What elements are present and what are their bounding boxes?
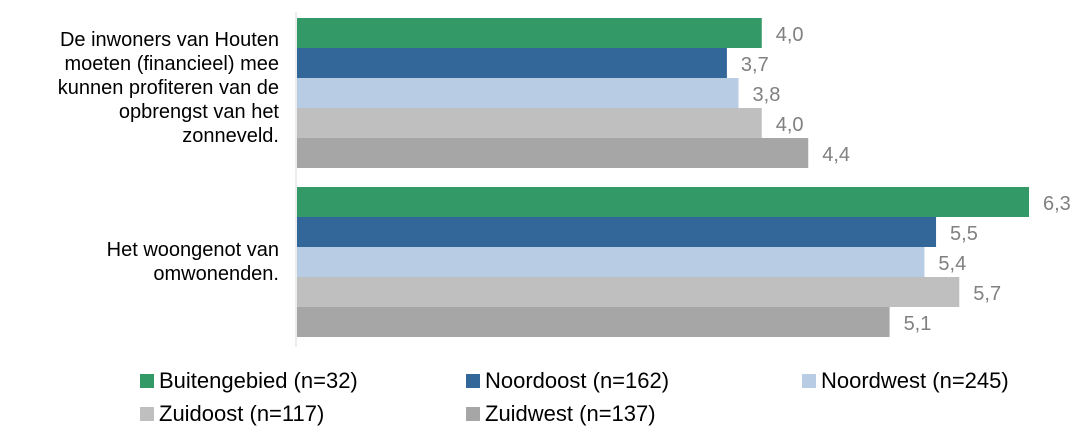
bar	[297, 187, 1029, 217]
legend-swatch	[140, 374, 154, 388]
legend-swatch	[140, 407, 154, 421]
bar	[297, 78, 739, 108]
data-label: 5,7	[973, 283, 1001, 305]
legend-label: Zuidoost (n=117)	[159, 401, 325, 426]
category-label-line: moeten (financieel) mee	[64, 53, 279, 75]
data-label: 4,4	[822, 144, 850, 166]
category-label-line: kunnen profiteren van de	[57, 77, 279, 99]
bar	[297, 307, 890, 337]
data-label: 6,3	[1043, 193, 1071, 215]
data-label: 4,0	[776, 24, 804, 46]
category-label-line: opbrengst van het	[118, 101, 279, 123]
category-label-line: De inwoners van Houten	[59, 29, 279, 51]
data-label: 3,7	[741, 54, 769, 76]
legend-swatch	[466, 407, 480, 421]
bar	[297, 18, 762, 48]
legend-label: Zuidwest (n=137)	[485, 401, 656, 426]
legend-item-buitengebied: Buitengebied (n=32)	[140, 368, 358, 394]
bar-chart: 4,0 3,7 3,8 4,0 4,4 6,3 5,5 5,4 5,7 5,1	[295, 12, 1071, 347]
category-label-1: De inwoners van Houten moeten (financiee…	[0, 28, 279, 148]
bar	[297, 277, 960, 307]
legend-item-zuidwest: Zuidwest (n=137)	[466, 401, 656, 427]
category-label-2: Het woongenot van omwonenden.	[0, 238, 279, 286]
bar	[297, 48, 727, 78]
legend-label: Noordwest (n=245)	[821, 368, 1009, 393]
legend-item-zuidoost: Zuidoost (n=117)	[140, 401, 324, 427]
legend-swatch	[802, 374, 816, 388]
legend-item-noordwest: Noordwest (n=245)	[802, 368, 1009, 394]
data-label: 4,0	[776, 114, 804, 136]
category-label-line: omwonenden.	[153, 263, 279, 285]
data-label: 5,4	[938, 253, 966, 275]
data-label: 3,8	[753, 84, 781, 106]
category-label-line: Het woongenot van	[106, 239, 279, 261]
legend-swatch	[466, 374, 480, 388]
data-label: 5,1	[904, 313, 932, 335]
legend-label: Noordoost (n=162)	[485, 368, 670, 393]
data-label: 5,5	[950, 223, 978, 245]
bar	[297, 247, 925, 277]
category-label-line: zonneveld.	[182, 125, 279, 147]
legend-item-noordoost: Noordoost (n=162)	[466, 368, 669, 394]
bar	[297, 217, 937, 247]
bar	[297, 108, 762, 138]
bar	[297, 138, 809, 168]
legend-label: Buitengebied (n=32)	[159, 368, 358, 393]
